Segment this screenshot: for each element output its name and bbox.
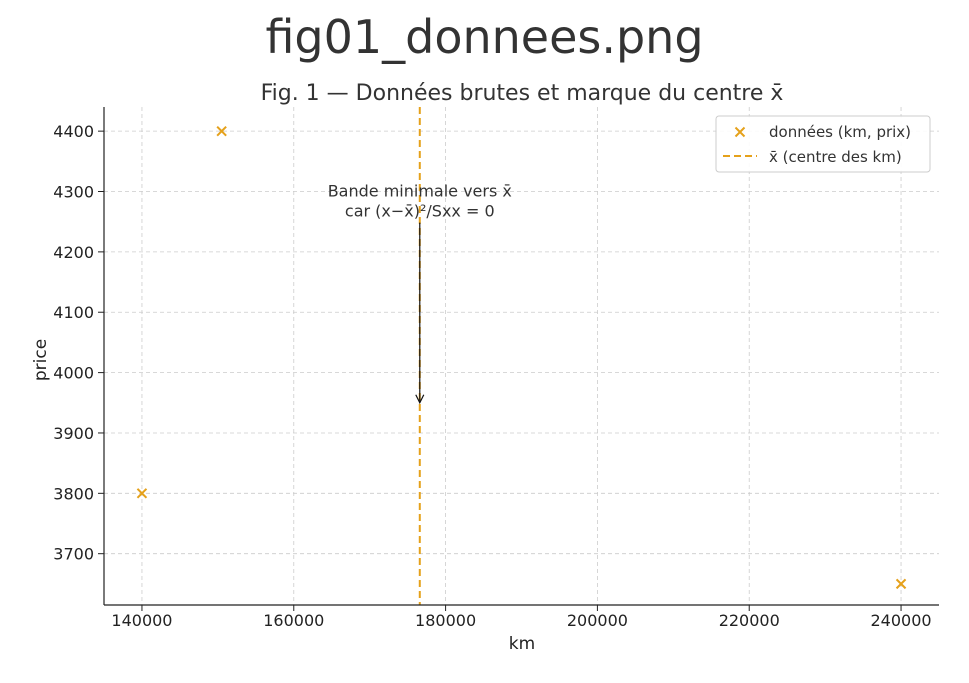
data-point bbox=[216, 125, 227, 137]
annotation-arrow-head bbox=[415, 394, 425, 405]
x-tick-label: 200000 bbox=[567, 611, 628, 630]
x-tick-label: 140000 bbox=[111, 611, 172, 630]
x-axis-label: km bbox=[509, 634, 535, 654]
legend-label-points: données (km, prix) bbox=[769, 123, 911, 141]
x-tick-label: 160000 bbox=[263, 611, 324, 630]
legend-marker-points bbox=[734, 126, 746, 138]
legend: données (km, prix) x̄ (centre des km) bbox=[715, 115, 931, 173]
y-ticks: 3700 3800 3900 4000 4100 4200 4300 4400 bbox=[53, 122, 104, 564]
figure-title: fig01_donnees.png bbox=[265, 10, 704, 64]
axes bbox=[103, 107, 939, 606]
y-tick-label: 4000 bbox=[53, 364, 94, 383]
x-tick-label: 220000 bbox=[719, 611, 780, 630]
data-points bbox=[136, 125, 907, 590]
annotation-text-line: car (x−x̄)²/Sxx = 0 bbox=[345, 202, 495, 221]
x-ticks: 140000 160000 180000 200000 220000 240000 bbox=[111, 605, 932, 630]
chart-title: Fig. 1 — Données brutes et marque du cen… bbox=[261, 81, 784, 106]
x-tick-label: 240000 bbox=[871, 611, 932, 630]
legend-box bbox=[715, 115, 931, 173]
annotation-text-line: Bande minimale vers x̄ bbox=[328, 182, 512, 201]
data-point bbox=[895, 578, 907, 590]
y-tick-label: 3700 bbox=[53, 545, 94, 564]
legend-label-center-line: x̄ (centre des km) bbox=[769, 148, 902, 166]
y-tick-label: 4400 bbox=[53, 122, 94, 141]
x-tick-label: 180000 bbox=[415, 611, 476, 630]
y-tick-label: 4300 bbox=[53, 183, 94, 202]
y-tick-label: 3800 bbox=[53, 484, 94, 503]
y-axis-label: price bbox=[31, 339, 51, 381]
y-tick-label: 3900 bbox=[53, 424, 94, 443]
grid bbox=[104, 107, 939, 605]
data-point bbox=[136, 488, 148, 499]
y-tick-label: 4200 bbox=[53, 243, 94, 262]
annotation: Bande minimale vers x̄car (x−x̄)²/Sxx = … bbox=[328, 182, 512, 405]
y-tick-label: 4100 bbox=[53, 303, 94, 322]
